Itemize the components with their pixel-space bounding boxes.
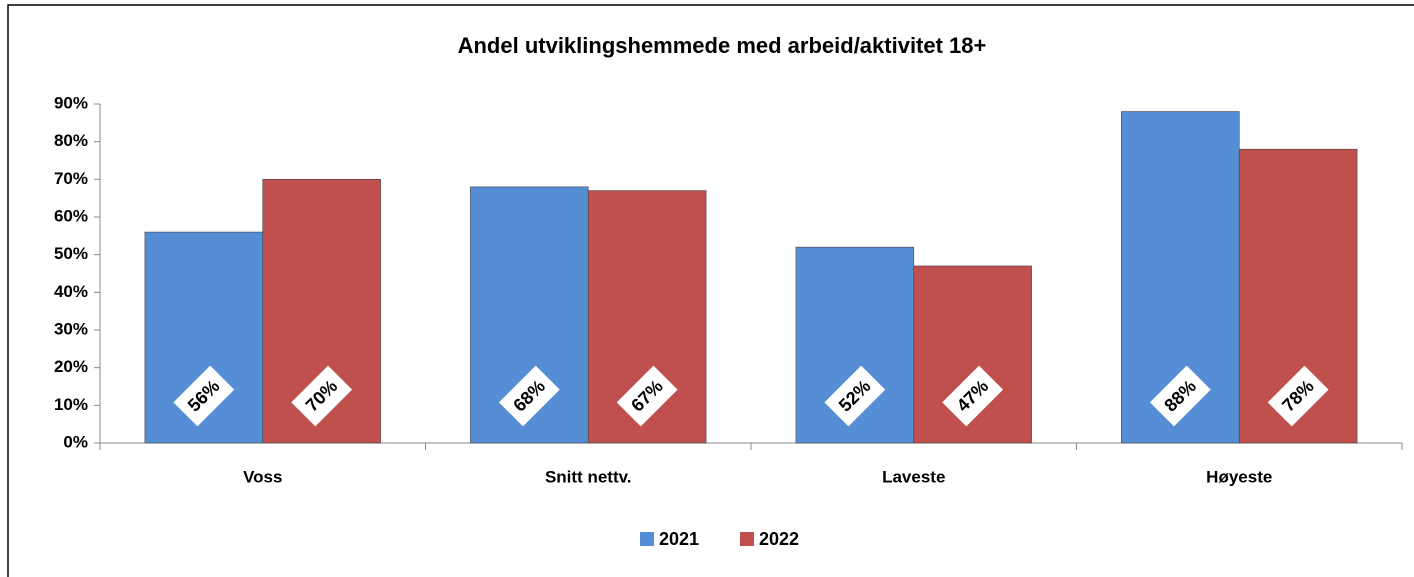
data-label-box [942,365,1004,427]
x-tick-label: Høyeste [1206,467,1272,486]
legend-label: 2021 [659,529,699,549]
chart-title: Andel utviklingshemmede med arbeid/aktiv… [458,33,987,58]
data-label-box [1149,365,1211,427]
y-tick-label: 30% [54,319,88,338]
data-label: 88% [1149,365,1211,427]
y-tick-label: 40% [54,282,88,301]
y-tick-label: 0% [63,432,88,451]
y-tick-label: 20% [54,357,88,376]
data-label-box [173,365,235,427]
y-tick-label: 50% [54,244,88,263]
data-label-box [498,365,560,427]
y-tick-label: 60% [54,206,88,225]
data-label-box [616,365,678,427]
y-tick-label: 70% [54,169,88,188]
data-label-box [291,365,353,427]
y-tick-label: 90% [54,93,88,112]
data-label-box [1267,365,1329,427]
x-tick-label: Snitt nettv. [545,467,632,486]
x-tick-label: Voss [243,467,282,486]
data-label: 47% [942,365,1004,427]
y-tick-label: 80% [54,131,88,150]
legend-swatch [640,532,654,546]
data-label-box [824,365,886,427]
y-tick-label: 10% [54,395,88,414]
legend-swatch [740,532,754,546]
legend-label: 2022 [759,529,799,549]
x-tick-label: Laveste [882,467,945,486]
